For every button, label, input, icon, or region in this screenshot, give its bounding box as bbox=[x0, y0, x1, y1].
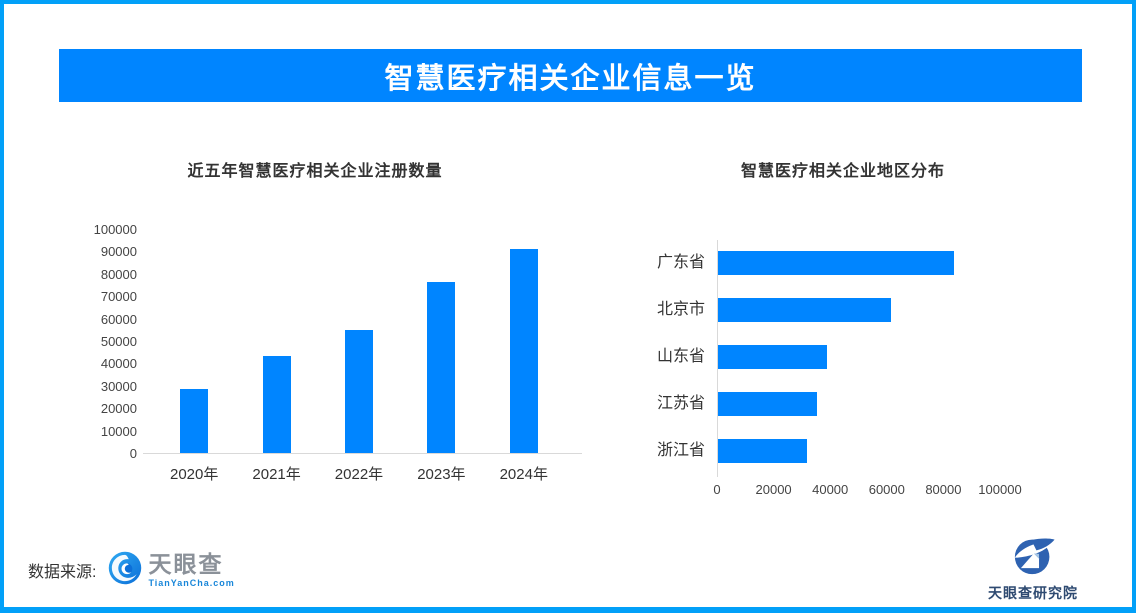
x-axis-tick-label: 20000 bbox=[755, 482, 792, 497]
tianyancha-logo: 天眼查 TianYanCha.com bbox=[108, 551, 234, 590]
page-title-banner: 智慧医疗相关企业信息一览 bbox=[59, 49, 1082, 102]
data-source-label: 数据来源: bbox=[28, 564, 97, 581]
x-axis-tick-label: 60000 bbox=[868, 482, 905, 497]
regions-chart-title: 智慧医疗相关企业地区分布 bbox=[740, 163, 945, 180]
data-source-row: 数据来源: 天眼查 TianYanC bbox=[28, 546, 235, 594]
y-axis-tick-label: 30000 bbox=[100, 378, 137, 394]
research-institute-name: 天眼查研究院 bbox=[988, 585, 1078, 601]
research-institute-logo: 天眼查研究院 bbox=[978, 537, 1088, 603]
y-axis-tick-label: 70000 bbox=[100, 289, 137, 305]
x-axis-category-label: 2021年 bbox=[252, 466, 301, 483]
y-axis-category-label: 浙江省 bbox=[656, 441, 705, 459]
x-axis-tick-label: 40000 bbox=[812, 482, 849, 497]
tianyancha-domain: TianYanCha.com bbox=[148, 577, 235, 588]
x-axis-category-label: 2020年 bbox=[170, 466, 219, 483]
y-axis-category-label: 北京市 bbox=[656, 301, 705, 319]
y-axis-line bbox=[717, 240, 718, 477]
bar-浙江省 bbox=[718, 438, 808, 463]
bar-广东省 bbox=[718, 251, 955, 276]
y-axis-tick-label: 60000 bbox=[100, 311, 137, 327]
x-axis-category-label: 2024年 bbox=[499, 466, 548, 483]
bar-北京市 bbox=[718, 298, 891, 323]
y-axis-tick-label: 100000 bbox=[93, 222, 137, 237]
x-axis-line bbox=[143, 453, 582, 454]
x-axis-tick-label: 0 bbox=[713, 482, 721, 497]
y-axis-tick-label: 20000 bbox=[100, 401, 137, 417]
y-axis-category-label: 广东省 bbox=[656, 254, 705, 272]
y-axis-tick-label: 50000 bbox=[100, 334, 137, 349]
x-axis-tick-label: 80000 bbox=[925, 482, 962, 497]
y-axis-tick-label: 0 bbox=[129, 446, 137, 461]
y-axis-category-label: 江苏省 bbox=[656, 394, 705, 412]
x-axis-tick-label: 100000 bbox=[978, 482, 1022, 497]
y-axis-tick-label: 40000 bbox=[100, 356, 137, 372]
y-axis-tick-label: 80000 bbox=[100, 266, 137, 282]
tianyancha-eye-icon bbox=[108, 551, 142, 590]
y-axis-tick-label: 10000 bbox=[100, 423, 137, 439]
x-axis-category-label: 2022年 bbox=[334, 466, 384, 483]
y-axis-tick-label: 90000 bbox=[100, 244, 137, 260]
registrations-chart-title: 近五年智慧医疗相关企业注册数量 bbox=[187, 163, 443, 180]
x-axis-category-label: 2023年 bbox=[417, 466, 466, 483]
y-axis-category-label: 山东省 bbox=[656, 348, 705, 365]
bar-江苏省 bbox=[718, 391, 818, 416]
bar-2022年 bbox=[345, 329, 373, 453]
bar-2020年 bbox=[180, 389, 209, 453]
bar-山东省 bbox=[718, 345, 827, 369]
regions-bar-chart: 广东省北京市山东省江苏省浙江省 0 20000 40000 60000 80000 1000… bbox=[657, 240, 1022, 497]
bar-2023年 bbox=[427, 281, 456, 453]
research-institute-icon bbox=[1010, 537, 1056, 580]
registrations-bar-chart: 0 10000 20000 30000 40000 50000 60000 70000 8000… bbox=[94, 222, 582, 483]
tianyancha-name: 天眼查 bbox=[148, 550, 224, 577]
bar-2021年 bbox=[262, 355, 291, 453]
bar-2024年 bbox=[509, 249, 538, 453]
page-title: 智慧医疗相关企业信息一览 bbox=[384, 62, 757, 95]
tianyancha-wordmark: 天眼查 TianYanCha.com bbox=[148, 550, 235, 588]
